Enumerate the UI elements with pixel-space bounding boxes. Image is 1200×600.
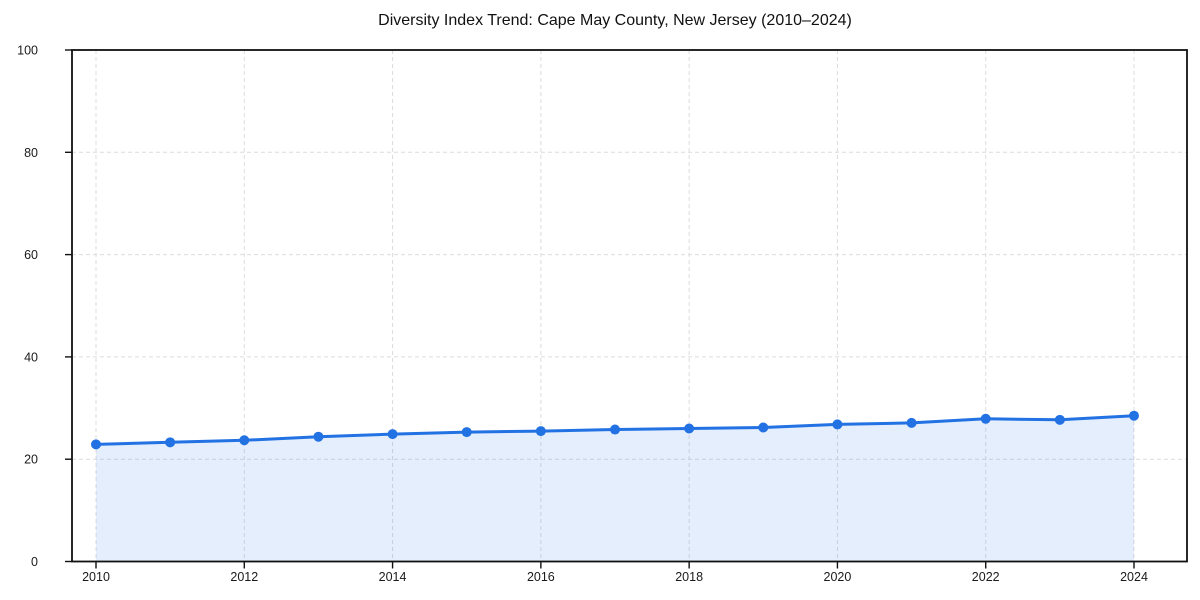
x-tick-label: 2022	[972, 570, 1000, 584]
data-point-2020	[832, 419, 843, 430]
plot-border	[71, 49, 1188, 563]
chart-title: Diversity Index Trend: Cape May County, …	[378, 12, 852, 29]
data-point-2019	[758, 422, 769, 433]
area-fill	[96, 415, 1134, 562]
x-tick-label: 2016	[527, 570, 555, 584]
y-tick-label: 80	[24, 146, 38, 160]
y-tick-label: 20	[24, 453, 38, 467]
y-tick-label: 40	[24, 350, 38, 364]
y-tick-label: 60	[24, 248, 38, 262]
data-point-2016	[535, 426, 546, 437]
x-tick-label: 2024	[1120, 570, 1148, 584]
data-point-2011	[165, 437, 176, 448]
data-point-2013	[313, 431, 324, 442]
data-point-2023	[1054, 414, 1065, 425]
x-tick-label: 2010	[82, 570, 110, 584]
x-tick-label: 2014	[379, 570, 407, 584]
data-point-2024	[1129, 410, 1139, 421]
x-tick-label: 2020	[824, 570, 852, 584]
y-tick-label: 0	[31, 555, 38, 569]
data-point-2014	[387, 429, 398, 440]
data-point-2021	[906, 417, 917, 428]
y-tick-label: 100	[17, 44, 38, 58]
data-point-2018	[684, 423, 695, 434]
x-tick-label: 2012	[230, 570, 258, 584]
data-point-2015	[461, 427, 472, 438]
data-point-2010	[91, 439, 101, 450]
data-point-2012	[239, 435, 250, 446]
x-tick-label: 2018	[675, 570, 703, 584]
data-point-2022	[980, 413, 991, 424]
data-point-2017	[610, 424, 620, 435]
